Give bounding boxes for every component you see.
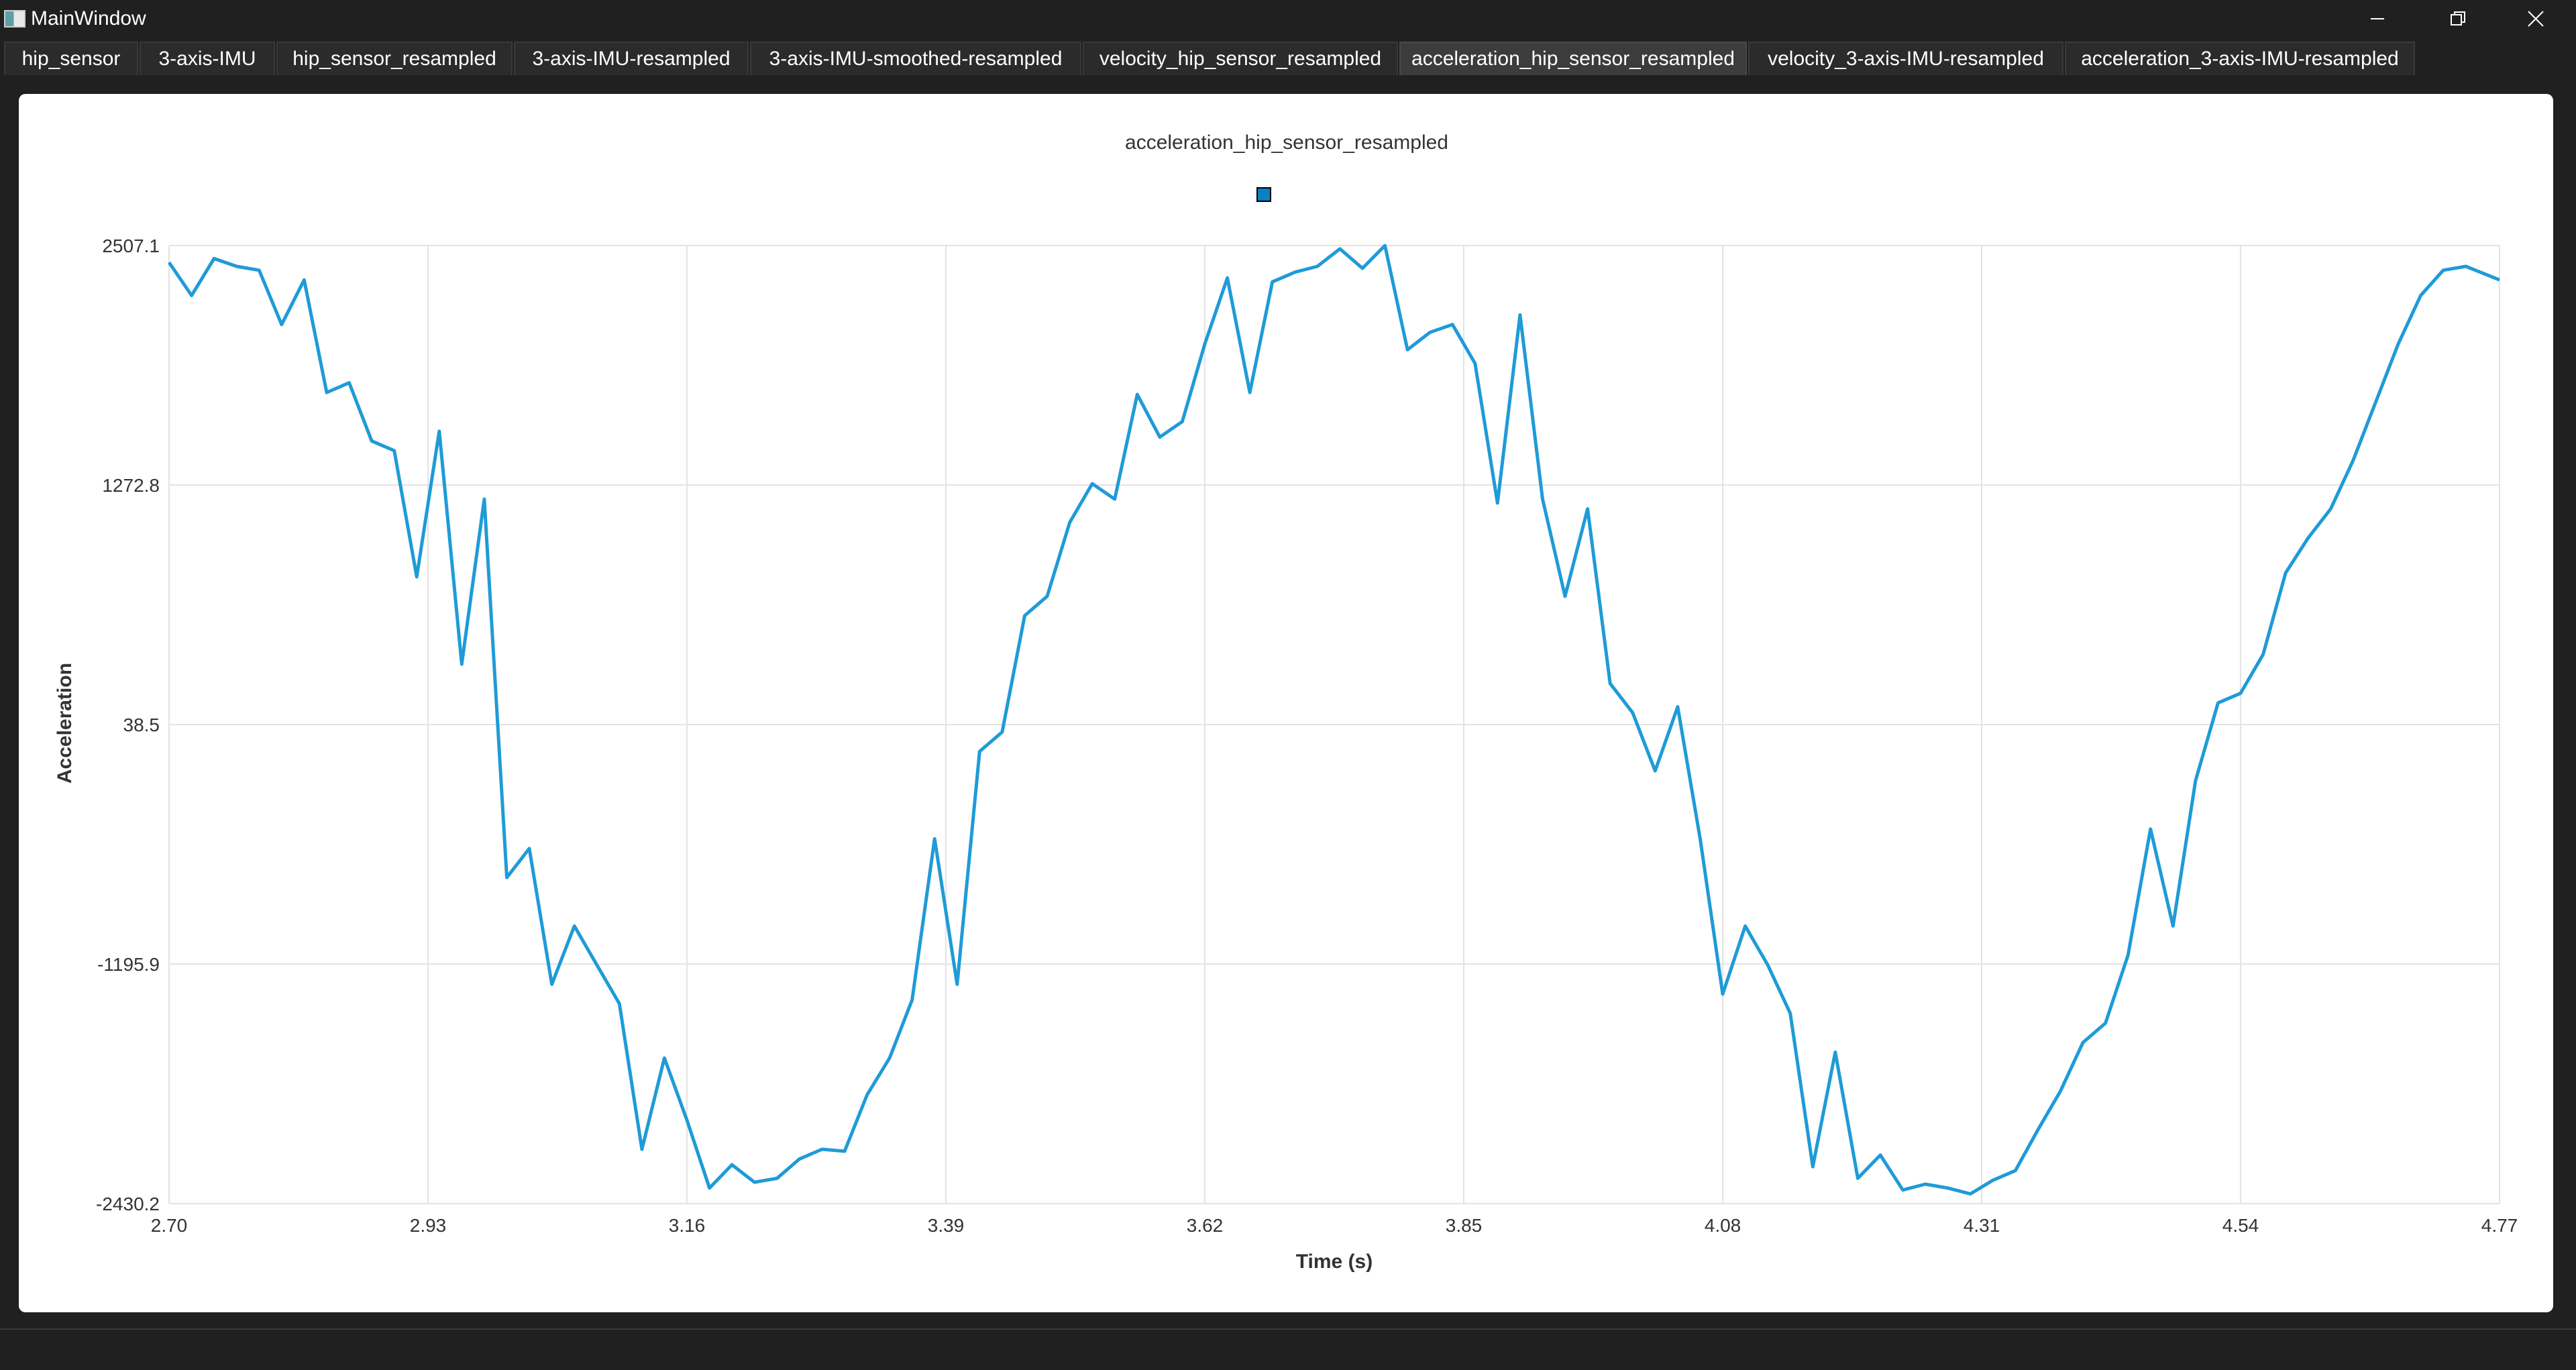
tab-3-axis-imu-resampled[interactable]: 3-axis-IMU-resampled	[514, 42, 749, 75]
x-tick-label: 3.62	[1187, 1215, 1224, 1236]
series-line	[167, 244, 2500, 1196]
grid	[168, 245, 2500, 1204]
x-tick-label: 3.16	[669, 1215, 706, 1236]
minimize-icon	[2371, 18, 2384, 19]
x-tick-label: 4.77	[2481, 1215, 2518, 1236]
x-axis-label: Time (s)	[1296, 1251, 1373, 1273]
app-icon	[4, 10, 25, 28]
x-tick-label: 2.70	[151, 1215, 188, 1236]
y-tick-label: -2430.2	[96, 1194, 160, 1214]
y-tick-label: 2507.1	[102, 235, 160, 256]
tab-acceleration-3-axis-imu-resampled[interactable]: acceleration_3-axis-IMU-resampled	[2065, 42, 2415, 75]
legend-marker	[1256, 187, 1271, 202]
x-tick-label: 3.39	[928, 1215, 965, 1236]
restore-icon	[2451, 11, 2465, 25]
chart: acceleration_hip_sensor_resampled 2.70 2.…	[54, 131, 2518, 1273]
x-tick-label: 2.93	[410, 1215, 447, 1236]
y-axis-label: Acceleration	[54, 663, 76, 784]
x-tick-label: 4.08	[1705, 1215, 1741, 1236]
y-tick-label: 1272.8	[102, 475, 160, 496]
restore-button[interactable]	[2418, 0, 2498, 38]
y-tick-label: 38.5	[123, 715, 160, 735]
tab-3-axis-imu[interactable]: 3-axis-IMU	[140, 42, 275, 75]
close-icon	[2528, 11, 2544, 27]
x-tick-label: 3.85	[1446, 1215, 1483, 1236]
tab-3-axis-imu-smoothed-resampled[interactable]: 3-axis-IMU-smoothed-resampled	[750, 42, 1081, 75]
close-button[interactable]	[2496, 0, 2576, 38]
x-tick-label: 4.31	[1964, 1215, 2000, 1236]
chart-title: acceleration_hip_sensor_resampled	[1125, 131, 1448, 154]
tab-hip-sensor[interactable]: hip_sensor	[4, 42, 138, 75]
y-tick-label: -1195.9	[97, 954, 160, 975]
chart-panel: acceleration_hip_sensor_resampled 2.70 2.…	[19, 94, 2553, 1312]
title-bar: MainWindow	[0, 0, 2576, 38]
tab-bar: hip_sensor 3-axis-IMU hip_sensor_resampl…	[0, 39, 2576, 78]
window-title: MainWindow	[31, 7, 146, 30]
tick-labels: 2.70 2.93 3.16 3.39 3.62 3.85 4.08 4.31 4.54 4.77…	[96, 235, 2518, 1236]
tab-acceleration-hip-sensor-resampled[interactable]: acceleration_hip_sensor_resampled	[1399, 42, 1747, 75]
tab-velocity-hip-sensor-resampled[interactable]: velocity_hip_sensor_resampled	[1083, 42, 1398, 75]
tab-hip-sensor-resampled[interactable]: hip_sensor_resampled	[276, 42, 513, 75]
x-tick-label: 4.54	[2222, 1215, 2259, 1236]
status-bar	[0, 1328, 2576, 1370]
tab-velocity-3-axis-imu-resampled[interactable]: velocity_3-axis-IMU-resampled	[1748, 42, 2063, 75]
minimize-button[interactable]	[2337, 0, 2418, 38]
